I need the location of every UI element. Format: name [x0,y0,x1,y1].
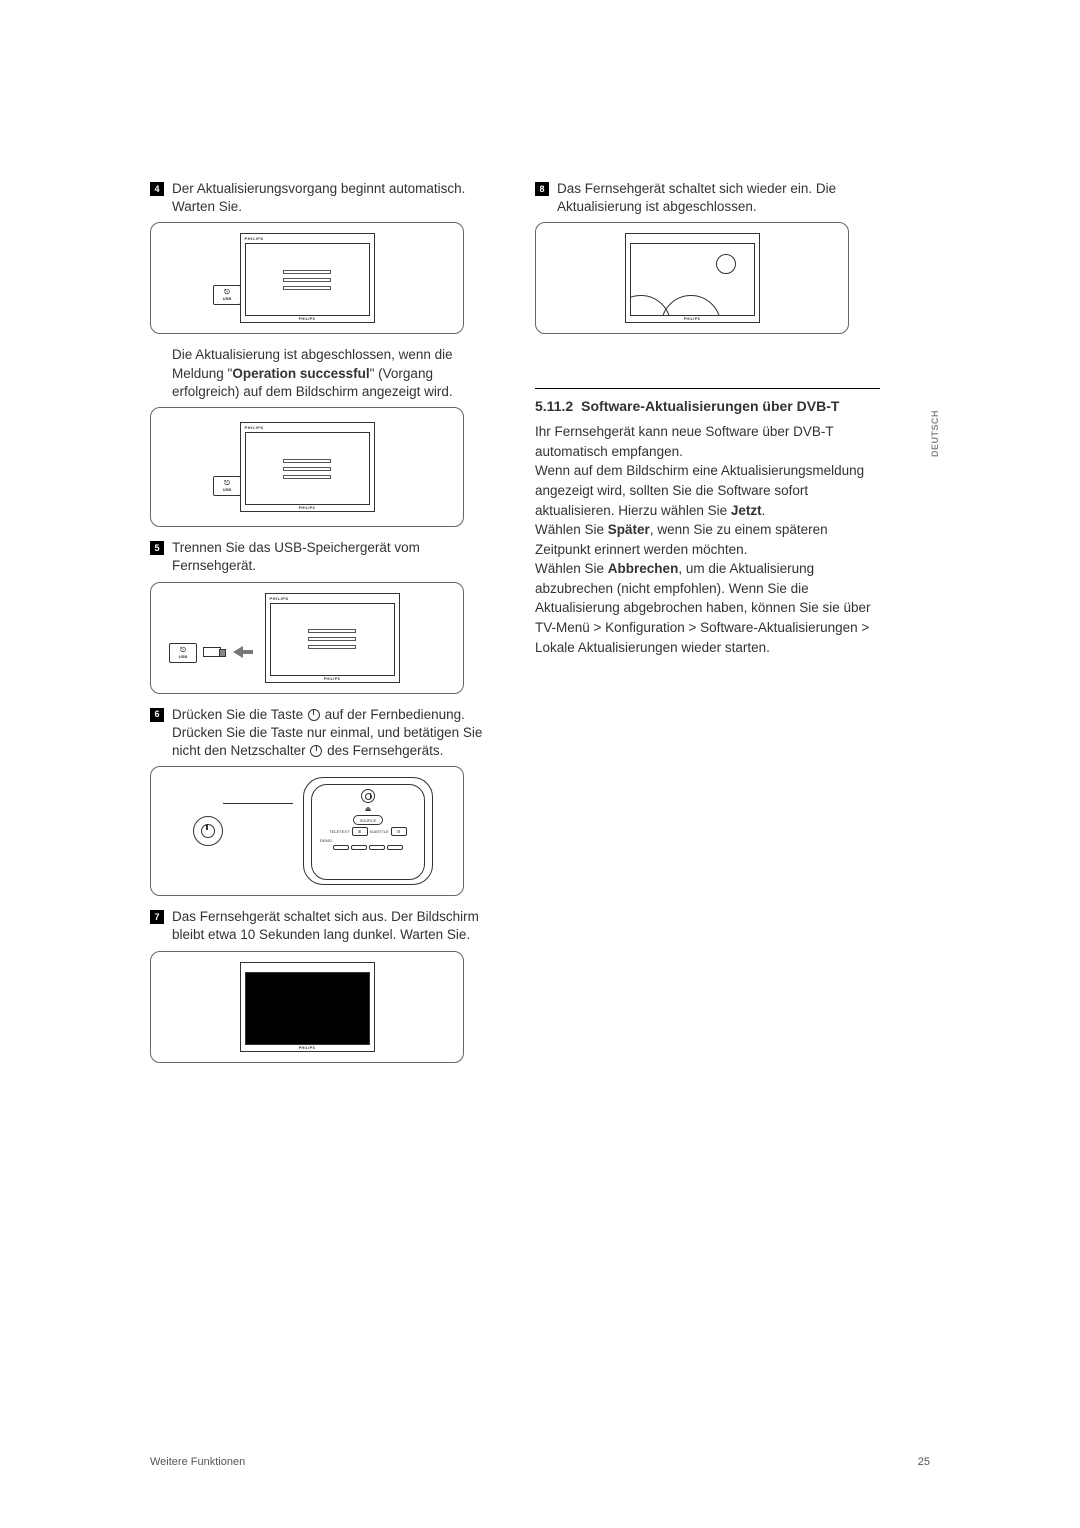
step-number: 7 [150,910,164,924]
section-rule [535,388,880,389]
figure-update-success: ⎋ USB PHILIPS Programming Operation Succ… [150,407,464,527]
power-callout [193,816,223,846]
section-body: Ihr Fernsehgerät kann neue Software über… [535,422,880,657]
section-title: 5.11.2 Software-Aktualisierungen über DV… [535,397,880,416]
figure-tv-off: X PHILIPS [150,951,464,1063]
power-icon [201,824,215,838]
language-tab: DEUTSCH [930,410,940,457]
step-text: Das Fernsehgerät schaltet sich wieder ei… [557,180,880,216]
step-6: 6 Drücken Sie die Taste auf der Fernbedi… [150,706,495,761]
right-column: 8 Das Fernsehgerät schaltet sich wieder … [535,180,880,1075]
step-7: 7 Das Fernsehgerät schaltet sich aus. De… [150,908,495,944]
callout-line [223,803,293,804]
usb-port-icon: ⎋ USB [169,643,197,663]
figure-tv-on: X PHILIPS [535,222,849,334]
step-4: 4 Der Aktualisierungsvorgang beginnt aut… [150,180,495,216]
step-text: Der Aktualisierungsvorgang beginnt autom… [172,180,495,216]
hill-icon [661,295,721,316]
step-text: Trennen Sie das USB-Speichergerät vom Fe… [172,539,495,575]
remote-source-button: SOURCE [353,815,382,825]
step-text: Drücken Sie die Taste auf der Fernbedien… [172,706,495,761]
step-text: Das Fernsehgerät schaltet sich aus. Der … [172,908,495,944]
remote-icon: ⏏ SOURCE TELETEXT ⊞ SUBTITLE ⊟ DEMO [303,777,433,885]
footer-right: 25 [918,1456,930,1468]
step-number: 4 [150,182,164,196]
page-footer: Weitere Funktionen 25 [150,1456,930,1468]
note-operation-successful: Die Aktualisierung ist abgeschlossen, we… [172,346,495,401]
figure-remote: ⏏ SOURCE TELETEXT ⊞ SUBTITLE ⊟ DEMO [150,766,464,896]
arrow-left-icon [233,646,243,658]
power-icon [310,745,322,757]
power-icon [308,709,320,721]
usb-port-icon: ⎋ USB [213,285,241,305]
page-columns: 4 Der Aktualisierungsvorgang beginnt aut… [150,180,930,1075]
tv-icon: X PHILIPS [240,962,375,1052]
tv-icon: PHILIPS Programming Operation Success...… [240,422,375,512]
step-number: 5 [150,541,164,555]
tv-icon: PHILIPS PHILIPS [265,593,400,683]
figure-disconnect-usb: ⎋ USB PHILIPS PHILIPS [150,582,464,694]
step-number: 8 [535,182,549,196]
remote-power-button [361,789,375,803]
usb-stick-icon [203,647,221,657]
sun-icon [716,254,736,274]
left-column: 4 Der Aktualisierungsvorgang beginnt aut… [150,180,495,1075]
usb-port-icon: ⎋ USB [213,476,241,496]
tv-icon: X PHILIPS [625,233,760,323]
figure-update-running: ⎋ USB PHILIPS PHILIPS [150,222,464,334]
step-8: 8 Das Fernsehgerät schaltet sich wieder … [535,180,880,216]
tv-icon: PHILIPS PHILIPS [240,233,375,323]
step-5: 5 Trennen Sie das USB-Speichergerät vom … [150,539,495,575]
footer-left: Weitere Funktionen [150,1456,245,1468]
step-number: 6 [150,708,164,722]
